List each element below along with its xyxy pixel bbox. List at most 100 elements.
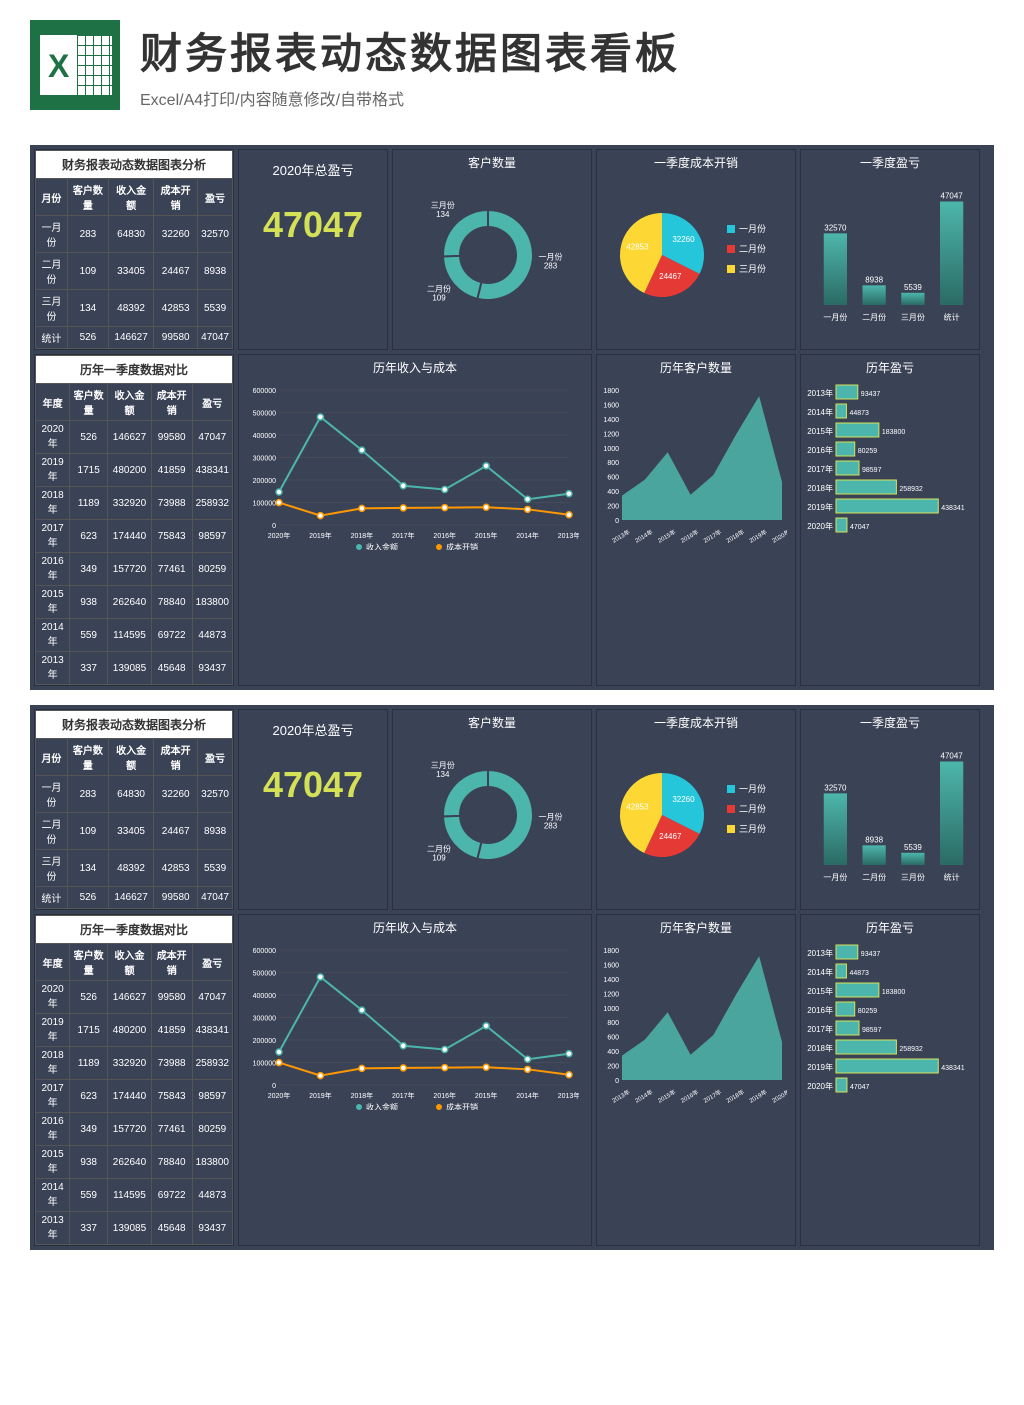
svg-text:2018年: 2018年 bbox=[725, 1088, 746, 1105]
svg-text:2013年: 2013年 bbox=[807, 388, 833, 398]
dashboard: 财务报表动态数据图表分析月份客户数量收入金额成本开销盈亏一月份283648303… bbox=[30, 705, 994, 1250]
svg-text:2018年: 2018年 bbox=[807, 483, 833, 493]
svg-text:1400: 1400 bbox=[603, 417, 619, 424]
svg-text:2019年: 2019年 bbox=[309, 531, 332, 540]
svg-text:8938: 8938 bbox=[865, 275, 883, 284]
svg-text:32260: 32260 bbox=[672, 795, 695, 804]
svg-text:400000: 400000 bbox=[253, 433, 276, 440]
svg-text:47047: 47047 bbox=[941, 751, 964, 760]
svg-text:2018年: 2018年 bbox=[725, 528, 746, 545]
svg-text:二月份: 二月份 bbox=[427, 284, 451, 294]
svg-text:2018年: 2018年 bbox=[351, 531, 374, 540]
svg-text:400000: 400000 bbox=[253, 993, 276, 1000]
svg-text:47047: 47047 bbox=[850, 1084, 870, 1091]
svg-text:5539: 5539 bbox=[904, 843, 922, 852]
svg-text:2017年: 2017年 bbox=[807, 1024, 833, 1034]
svg-text:2020年: 2020年 bbox=[268, 531, 291, 540]
subtitle: Excel/A4打印/内容随意修改/自带格式 bbox=[140, 86, 994, 110]
area-chart: 历年客户数量0200400600800100012001400160018002… bbox=[596, 354, 796, 686]
quarter-bar-chart: 一季度盈亏32570一月份8938二月份5539三月份47047统计 bbox=[800, 709, 980, 910]
svg-text:42853: 42853 bbox=[626, 803, 649, 812]
area-chart: 历年客户数量0200400600800100012001400160018002… bbox=[596, 914, 796, 1246]
svg-text:三月份: 三月份 bbox=[739, 823, 766, 834]
svg-text:300000: 300000 bbox=[253, 1016, 276, 1023]
svg-text:1600: 1600 bbox=[603, 402, 619, 409]
line-chart: 历年收入与成本010000020000030000040000050000060… bbox=[238, 354, 592, 686]
hbar-chart: 历年盈亏2013年934372014年448732015年1838002016年… bbox=[800, 354, 980, 686]
svg-text:2015年: 2015年 bbox=[475, 531, 498, 540]
svg-text:8938: 8938 bbox=[865, 835, 883, 844]
table-analysis: 财务报表动态数据图表分析月份客户数量收入金额成本开销盈亏一月份283648303… bbox=[34, 149, 234, 350]
svg-text:一月份: 一月份 bbox=[739, 783, 766, 794]
table-yearly: 历年一季度数据对比年度客户数量收入金额成本开销盈亏2020年5261466279… bbox=[34, 914, 234, 1246]
svg-text:1000: 1000 bbox=[603, 1006, 619, 1013]
svg-text:一月份: 一月份 bbox=[823, 312, 847, 322]
svg-text:300000: 300000 bbox=[253, 456, 276, 463]
svg-text:44873: 44873 bbox=[849, 410, 869, 417]
svg-text:283: 283 bbox=[544, 822, 558, 831]
svg-text:2014年: 2014年 bbox=[807, 407, 833, 417]
svg-text:800: 800 bbox=[607, 460, 619, 467]
svg-text:2013年: 2013年 bbox=[611, 528, 632, 545]
svg-text:2016年: 2016年 bbox=[807, 445, 833, 455]
svg-text:1800: 1800 bbox=[603, 388, 619, 395]
svg-text:98597: 98597 bbox=[862, 1027, 882, 1034]
quarter-bar-chart: 一季度盈亏32570一月份8938二月份5539三月份47047统计 bbox=[800, 149, 980, 350]
svg-text:三月份: 三月份 bbox=[431, 200, 455, 210]
svg-text:2019年: 2019年 bbox=[807, 502, 833, 512]
table-analysis: 财务报表动态数据图表分析月份客户数量收入金额成本开销盈亏一月份283648303… bbox=[34, 709, 234, 910]
svg-text:2020年: 2020年 bbox=[807, 521, 833, 531]
svg-text:二月份: 二月份 bbox=[427, 844, 451, 854]
svg-text:134: 134 bbox=[436, 770, 450, 779]
svg-text:统计: 统计 bbox=[944, 312, 960, 322]
svg-text:100000: 100000 bbox=[253, 1061, 276, 1068]
svg-text:1600: 1600 bbox=[603, 962, 619, 969]
svg-text:2019年: 2019年 bbox=[748, 528, 769, 545]
svg-text:600000: 600000 bbox=[253, 388, 276, 395]
svg-text:2013年: 2013年 bbox=[807, 948, 833, 958]
svg-text:2015年: 2015年 bbox=[807, 986, 833, 996]
svg-text:2017年: 2017年 bbox=[702, 528, 723, 545]
svg-text:2020年: 2020年 bbox=[771, 528, 787, 545]
svg-text:2019年: 2019年 bbox=[807, 1062, 833, 1072]
svg-text:2016年: 2016年 bbox=[679, 1088, 700, 1105]
svg-text:109: 109 bbox=[432, 854, 446, 863]
svg-text:5539: 5539 bbox=[904, 283, 922, 292]
svg-text:成本开销: 成本开销 bbox=[446, 1102, 478, 1110]
pie-chart: 一季度成本开销322602446742853一月份二月份三月份 bbox=[596, 149, 796, 350]
svg-text:200: 200 bbox=[607, 504, 619, 511]
svg-text:2014年: 2014年 bbox=[516, 531, 539, 540]
svg-text:三月份: 三月份 bbox=[901, 312, 925, 322]
svg-text:2013年: 2013年 bbox=[558, 1091, 579, 1100]
svg-text:32570: 32570 bbox=[824, 783, 847, 792]
svg-text:统计: 统计 bbox=[944, 872, 960, 882]
svg-text:2017年: 2017年 bbox=[392, 1091, 415, 1100]
svg-text:93437: 93437 bbox=[861, 951, 881, 958]
svg-text:2020年: 2020年 bbox=[268, 1091, 291, 1100]
svg-text:2016年: 2016年 bbox=[679, 528, 700, 545]
svg-text:成本开销: 成本开销 bbox=[446, 542, 478, 550]
svg-text:500000: 500000 bbox=[253, 411, 276, 418]
svg-text:24467: 24467 bbox=[659, 832, 682, 841]
kpi-panel: 2020年总盈亏47047 bbox=[238, 149, 388, 350]
svg-text:42853: 42853 bbox=[626, 243, 649, 252]
svg-text:400: 400 bbox=[607, 489, 619, 496]
svg-text:三月份: 三月份 bbox=[739, 263, 766, 274]
svg-text:2015年: 2015年 bbox=[475, 1091, 498, 1100]
svg-text:32570: 32570 bbox=[824, 223, 847, 232]
svg-text:258932: 258932 bbox=[899, 486, 922, 493]
svg-text:80259: 80259 bbox=[858, 1008, 878, 1015]
svg-text:500000: 500000 bbox=[253, 971, 276, 978]
svg-text:2016年: 2016年 bbox=[433, 531, 456, 540]
svg-text:93437: 93437 bbox=[861, 391, 881, 398]
svg-text:收入金额: 收入金额 bbox=[366, 542, 398, 550]
svg-text:258932: 258932 bbox=[899, 1046, 922, 1053]
svg-text:三月份: 三月份 bbox=[901, 872, 925, 882]
svg-text:600: 600 bbox=[607, 1035, 619, 1042]
svg-text:32260: 32260 bbox=[672, 235, 695, 244]
svg-text:二月份: 二月份 bbox=[739, 243, 766, 254]
svg-text:2014年: 2014年 bbox=[633, 1088, 654, 1105]
table-yearly: 历年一季度数据对比年度客户数量收入金额成本开销盈亏2020年5261466279… bbox=[34, 354, 234, 686]
svg-text:2019年: 2019年 bbox=[309, 1091, 332, 1100]
svg-text:600000: 600000 bbox=[253, 948, 276, 955]
